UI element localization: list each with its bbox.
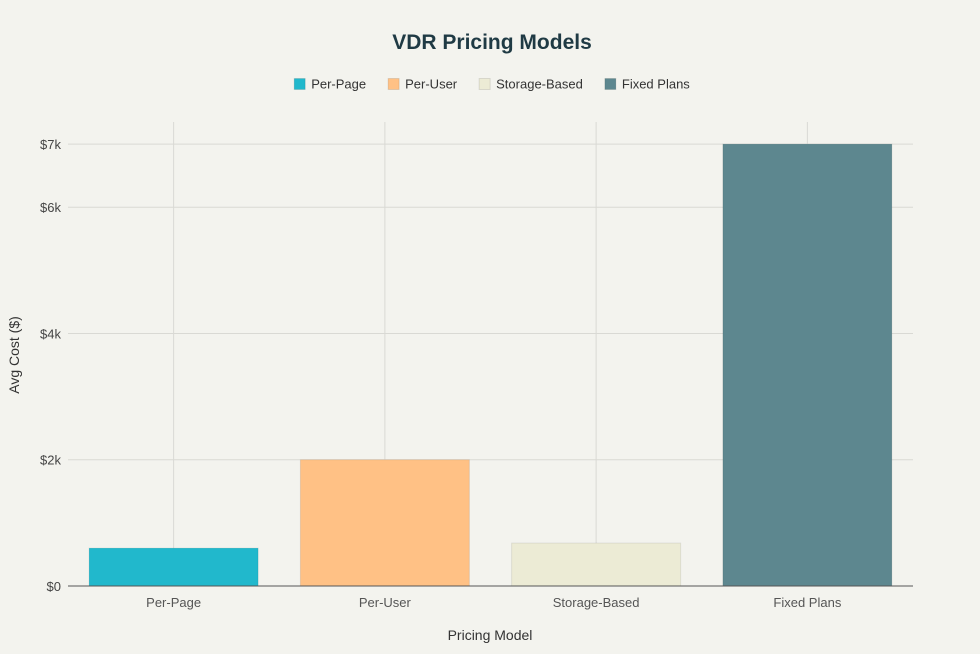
bar-per-user[interactable] xyxy=(299,459,470,587)
legend-swatch xyxy=(387,78,400,90)
legend-item-per-page[interactable]: Per-Page xyxy=(293,77,366,92)
legend-swatch xyxy=(604,78,617,90)
chart-title: VDR Pricing Models xyxy=(392,31,592,54)
y-tick-label: $4k xyxy=(40,326,61,341)
x-tick-label: Per-Page xyxy=(146,595,201,610)
x-tick-label: Storage-Based xyxy=(553,595,640,610)
x-tick-label: Per-User xyxy=(359,595,412,610)
legend-swatch xyxy=(293,78,306,90)
legend-item-storage-based[interactable]: Storage-Based xyxy=(478,77,583,92)
vertical-grid xyxy=(173,122,808,586)
legend: Per-Page Per-User Storage-Based Fixed Plans xyxy=(293,77,690,92)
legend-label: Per-User xyxy=(405,77,458,92)
bar-fixed-plans[interactable] xyxy=(722,143,893,587)
y-axis-ticks: $0 $2k $4k $6k $7k xyxy=(40,137,61,594)
y-tick-label: $2k xyxy=(40,453,61,468)
x-axis-ticks: Per-Page Per-User Storage-Based Fixed Plans xyxy=(146,595,842,610)
legend-swatch xyxy=(478,78,491,90)
bar-storage-based[interactable] xyxy=(511,542,682,587)
legend-item-fixed-plans[interactable]: Fixed Plans xyxy=(604,77,690,92)
x-axis-title: Pricing Model xyxy=(448,627,533,643)
y-tick-label: $7k xyxy=(40,137,61,152)
y-axis-title: Avg Cost ($) xyxy=(6,316,22,394)
legend-label: Per-Page xyxy=(311,77,366,92)
bar-per-page[interactable] xyxy=(88,547,259,587)
x-tick-label: Fixed Plans xyxy=(773,595,841,610)
y-tick-label: $6k xyxy=(40,200,61,215)
bars xyxy=(88,143,893,587)
legend-label: Fixed Plans xyxy=(622,77,690,92)
y-tick-label: $0 xyxy=(47,579,61,594)
legend-item-per-user[interactable]: Per-User xyxy=(387,77,458,92)
legend-label: Storage-Based xyxy=(496,77,583,92)
